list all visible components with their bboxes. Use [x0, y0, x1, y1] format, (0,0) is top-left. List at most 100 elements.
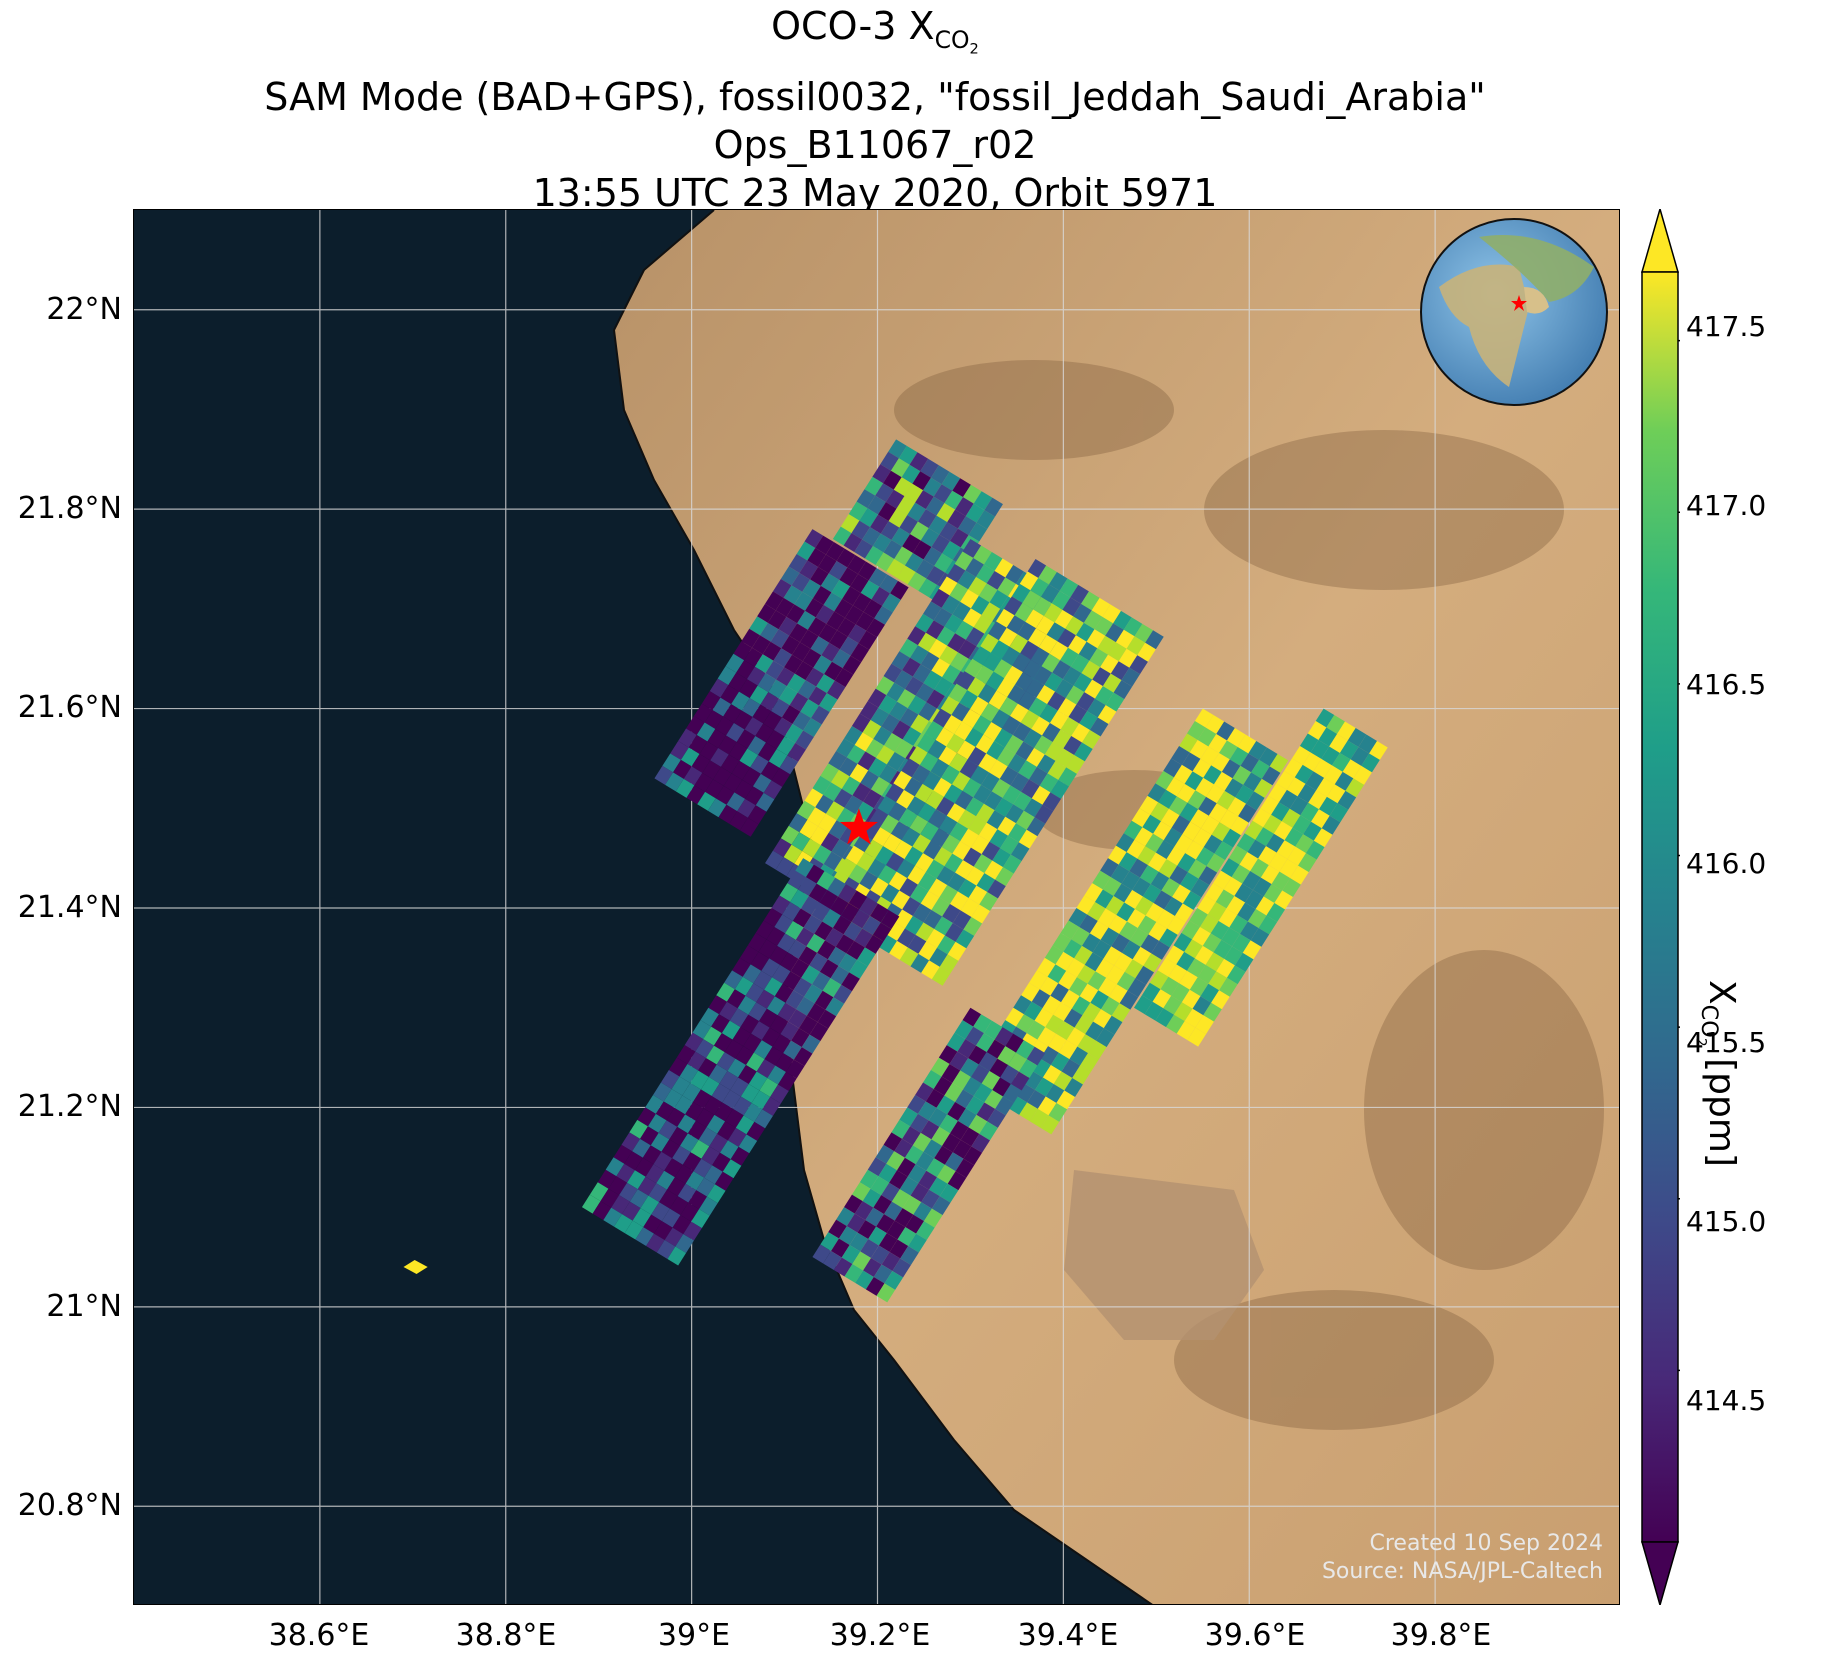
globe-marker-star — [1511, 295, 1527, 311]
xco2-sounding-footprint — [968, 1114, 988, 1134]
xco2-sounding-footprint — [988, 621, 1007, 641]
xco2-sounding-footprint — [715, 785, 735, 805]
xco2-sounding-footprint — [1292, 745, 1311, 765]
xco2-sounding-footprint — [902, 727, 922, 746]
xco2-sounding-footprint — [912, 664, 932, 684]
xco2-sounding-footprint — [1113, 680, 1133, 700]
xco2-sounding-footprint — [619, 1182, 638, 1202]
xco2-sounding-footprint — [1247, 839, 1266, 859]
xco2-sounding-footprint — [1018, 1059, 1038, 1079]
xco2-sounding-footprint — [888, 871, 908, 891]
xco2-sounding-footprint — [923, 670, 943, 690]
xco2-sounding-footprint — [823, 1251, 842, 1270]
xco2-sounding-footprint — [1295, 834, 1314, 854]
xco2-sounding-footprint — [1265, 833, 1285, 853]
xco2-sounding-footprint — [884, 733, 903, 752]
xco2-sounding-footprint — [1203, 765, 1222, 785]
xco2-sounding-footprint — [816, 674, 835, 694]
xco2-sounding-footprint — [976, 873, 996, 893]
lon-tick-label: 39°E — [657, 1618, 731, 1653]
xco2-sounding-footprint — [965, 503, 985, 523]
xco2-sounding-footprint — [955, 860, 974, 880]
xco2-sounding-footprint — [719, 1071, 739, 1090]
xco2-sounding-footprint — [645, 1164, 665, 1184]
xco2-sounding-footprint — [1073, 603, 1092, 623]
xco2-sounding-footprint — [883, 470, 902, 490]
xco2-sounding-footprint — [870, 776, 890, 796]
xco2-sounding-footprint — [1054, 609, 1074, 629]
xco2-sounding-footprint — [1066, 958, 1085, 978]
xco2-sounding-footprint — [719, 1001, 738, 1021]
xco2-sounding-footprint — [1074, 1015, 1094, 1035]
xco2-sounding-footprint — [942, 541, 961, 560]
xco2-sounding-footprint — [1208, 803, 1228, 823]
xco2-sounding-footprint — [1009, 703, 1029, 723]
xco2-sounding-footprint — [1145, 630, 1164, 650]
xco2-sounding-footprint — [789, 692, 809, 712]
xco2-sounding-footprint — [952, 841, 971, 861]
xco2-sounding-footprint — [926, 1158, 945, 1178]
xco2-sounding-footprint — [673, 759, 692, 779]
xco2-sounding-footprint — [908, 1233, 927, 1253]
xco2-sounding-footprint — [791, 642, 811, 662]
xco2-sounding-footprint — [1200, 983, 1220, 1003]
xco2-sounding-footprint — [650, 1132, 670, 1152]
xco2-sounding-footprint — [699, 741, 719, 761]
xco2-sounding-footprint — [1208, 733, 1227, 753]
xco2-sounding-footprint — [1326, 715, 1345, 734]
xco2-sounding-footprint — [1021, 982, 1040, 1002]
xco2-sounding-footprint — [804, 529, 824, 549]
xco2-sounding-footprint — [1037, 1027, 1056, 1047]
xco2-sounding-footprint — [838, 884, 857, 904]
xco2-sounding-footprint — [773, 717, 793, 737]
xco2-sounding-footprint — [952, 478, 971, 498]
xco2-sounding-footprint — [685, 1171, 705, 1191]
xco2-sounding-footprint — [1058, 767, 1077, 787]
xco2-sounding-footprint — [915, 853, 934, 873]
xco2-sounding-footprint — [1189, 739, 1209, 759]
xco2-sounding-footprint — [849, 1232, 869, 1252]
xco2-sounding-footprint — [756, 989, 775, 1009]
xco2-sounding-footprint — [1290, 865, 1309, 885]
lat-tick-label: 21.4°N — [17, 890, 122, 925]
xco2-sounding-footprint — [973, 545, 992, 565]
xco2-sounding-footprint — [1084, 883, 1103, 903]
xco2-sounding-footprint — [1228, 845, 1248, 865]
xco2-sounding-footprint — [912, 1132, 932, 1152]
colorbar-ticks — [1678, 339, 1680, 1372]
xco2-sounding-footprint — [1068, 977, 1088, 997]
xco2-sounding-footprint — [941, 595, 961, 615]
xco2-sounding-footprint — [1200, 815, 1220, 835]
xco2-sounding-footprint — [840, 514, 860, 534]
xco2-sounding-footprint — [608, 1176, 628, 1196]
xco2-sounding-footprint — [1073, 673, 1093, 693]
xco2-sounding-footprint — [1055, 679, 1074, 699]
xco2-sounding-footprint — [1185, 840, 1204, 860]
xco2-sounding-footprint — [936, 866, 956, 886]
xco2-sounding-footprint — [725, 1108, 744, 1128]
lat-tick-label: 21.2°N — [17, 1089, 122, 1124]
xco2-sounding-footprint — [788, 554, 808, 573]
xco2-sounding-footprint — [1126, 839, 1146, 859]
xco2-sounding-footprint — [962, 709, 981, 729]
xco2-sounding-footprint — [674, 1095, 694, 1115]
xco2-sounding-footprint — [1137, 642, 1156, 662]
xco2-sounding-footprint — [1342, 759, 1362, 779]
xco2-sounding-footprint — [1163, 995, 1182, 1015]
colorbar-tick-label: 416.5 — [1686, 668, 1767, 701]
xco2-sounding-footprint — [1235, 784, 1254, 804]
xco2-sounding-footprint — [901, 464, 921, 484]
xco2-sounding-footprint — [894, 1208, 914, 1228]
xco2-sounding-footprint — [1192, 758, 1212, 778]
xco2-sounding-footprint — [1002, 1083, 1022, 1103]
xco2-sounding-footprint — [944, 853, 964, 873]
xco2-sounding-footprint — [775, 1053, 794, 1073]
xco2-sounding-footprint — [1132, 946, 1152, 966]
xco2-sounding-footprint — [725, 653, 745, 673]
xco2-sounding-footprint — [1028, 766, 1048, 786]
xco2-sounding-footprint — [658, 1120, 678, 1140]
map-panel[interactable]: Created 10 Sep 2024 Source: NASA/JPL-Cal… — [133, 209, 1620, 1605]
xco2-sounding-footprint — [1193, 828, 1212, 848]
xco2-sounding-footprint — [627, 1170, 646, 1190]
xco2-sounding-footprint — [886, 559, 905, 578]
